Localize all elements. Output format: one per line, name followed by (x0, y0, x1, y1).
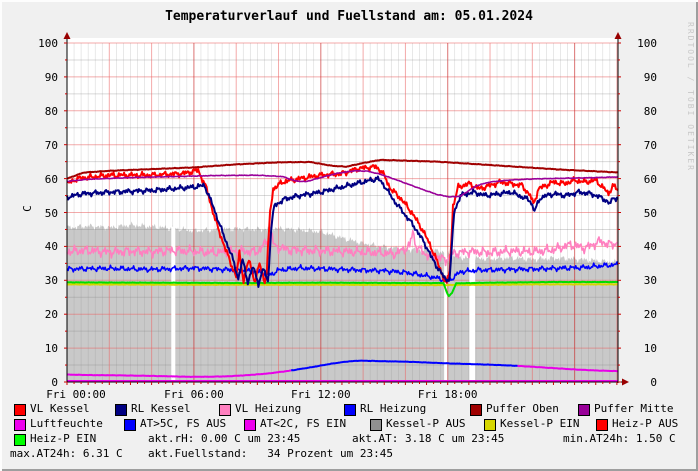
legend-swatch-at-5c-fs-aus (124, 419, 136, 431)
legend-swatch-kessel-p-aus (370, 419, 382, 431)
legend-swatch-at-2c-fs-ein (244, 419, 256, 431)
legend-stat: min.AT24h: 1.50 C (563, 432, 676, 445)
y-axis-label-left: 40 (44, 240, 58, 254)
legend-swatch-luftfeuchte (14, 419, 26, 431)
legend-swatch-heiz-p-ein (14, 434, 26, 446)
y-axis-label-right: 0 (650, 376, 657, 389)
rrdtool-watermark: RRDTOOL / TOBI OETIKER (686, 22, 695, 172)
y-axis-label-left: 100 (38, 37, 58, 50)
legend-stat: akt.Fuellstand: 34 Prozent um 23:45 (148, 447, 394, 460)
legend-swatch-heiz-p-aus (596, 419, 608, 431)
y-axis-label-right: 100 (637, 37, 657, 50)
legend-label: Kessel-P AUS (386, 417, 466, 430)
legend-label: Kessel-P EIN (500, 417, 580, 430)
y-axis-label-left: 30 (44, 274, 58, 288)
x-axis-label: Fri 18:00 (417, 388, 478, 401)
chart-title: Temperaturverlauf und Fuellstand am: 05.… (165, 9, 533, 24)
x-axis-label: Fri 00:00 (46, 388, 106, 401)
y-axis-label-left: 10 (44, 342, 58, 356)
legend-label: Heiz-P AUS (612, 417, 679, 430)
legend-label: VL Kessel (30, 402, 90, 415)
y-axis-label-left: 20 (44, 308, 58, 322)
legend-stat: akt.rH: 0.00 C um 23:45 (148, 432, 301, 445)
legend-stat: akt.AT: 3.18 C um 23:45 (352, 432, 505, 445)
legend-swatch-puffer-oben (470, 404, 482, 416)
y-axis-label-left: 50 (44, 206, 58, 220)
y-axis-label-left: 70 (44, 138, 58, 152)
legend-label: Puffer Mitte (594, 402, 674, 415)
legend-stat: max.AT24h: 6.31 C (10, 447, 123, 460)
y-axis-label-left: 90 (44, 70, 58, 84)
legend-label: RL Heizung (360, 402, 427, 415)
y-axis-label-right: 50 (643, 206, 657, 220)
legend-label: VL Heizung (235, 402, 302, 415)
y-axis-label-right: 80 (643, 104, 657, 118)
y-axis-label-right: 60 (643, 172, 657, 186)
x-axis-label: Fri 06:00 (164, 388, 224, 401)
legend-label: Heiz-P EIN (30, 432, 97, 445)
legend-label: Luftfeuchte (30, 417, 103, 430)
legend-label: Puffer Oben (486, 402, 559, 415)
x-axis-label: Fri 12:00 (291, 388, 351, 401)
y-axis-label-right: 40 (643, 240, 657, 254)
legend-swatch-kessel-p-ein (484, 419, 496, 431)
y-axis-label-left: 60 (44, 172, 58, 186)
y-axis-label-left: 0 (51, 376, 58, 389)
legend-swatch-puffer-mitte (578, 404, 590, 416)
legend-swatch-vl-heizung (219, 404, 231, 416)
legend-label: AT<2C, FS EIN (260, 417, 347, 430)
y-axis-label-right: 70 (643, 138, 657, 152)
legend-swatch-vl-kessel (14, 404, 26, 416)
legend-swatch-rl-heizung (344, 404, 356, 416)
legend-label: AT>5C, FS AUS (140, 417, 227, 430)
y-axis-label-left: 80 (44, 104, 58, 118)
legend-label: RL Kessel (131, 402, 191, 415)
y-axis-label-right: 10 (643, 342, 657, 356)
y-axis-label-right: 20 (643, 308, 657, 322)
y-axis-label-right: 30 (643, 274, 657, 288)
y-axis-label-right: 90 (643, 70, 657, 84)
legend-swatch-rl-kessel (115, 404, 127, 416)
